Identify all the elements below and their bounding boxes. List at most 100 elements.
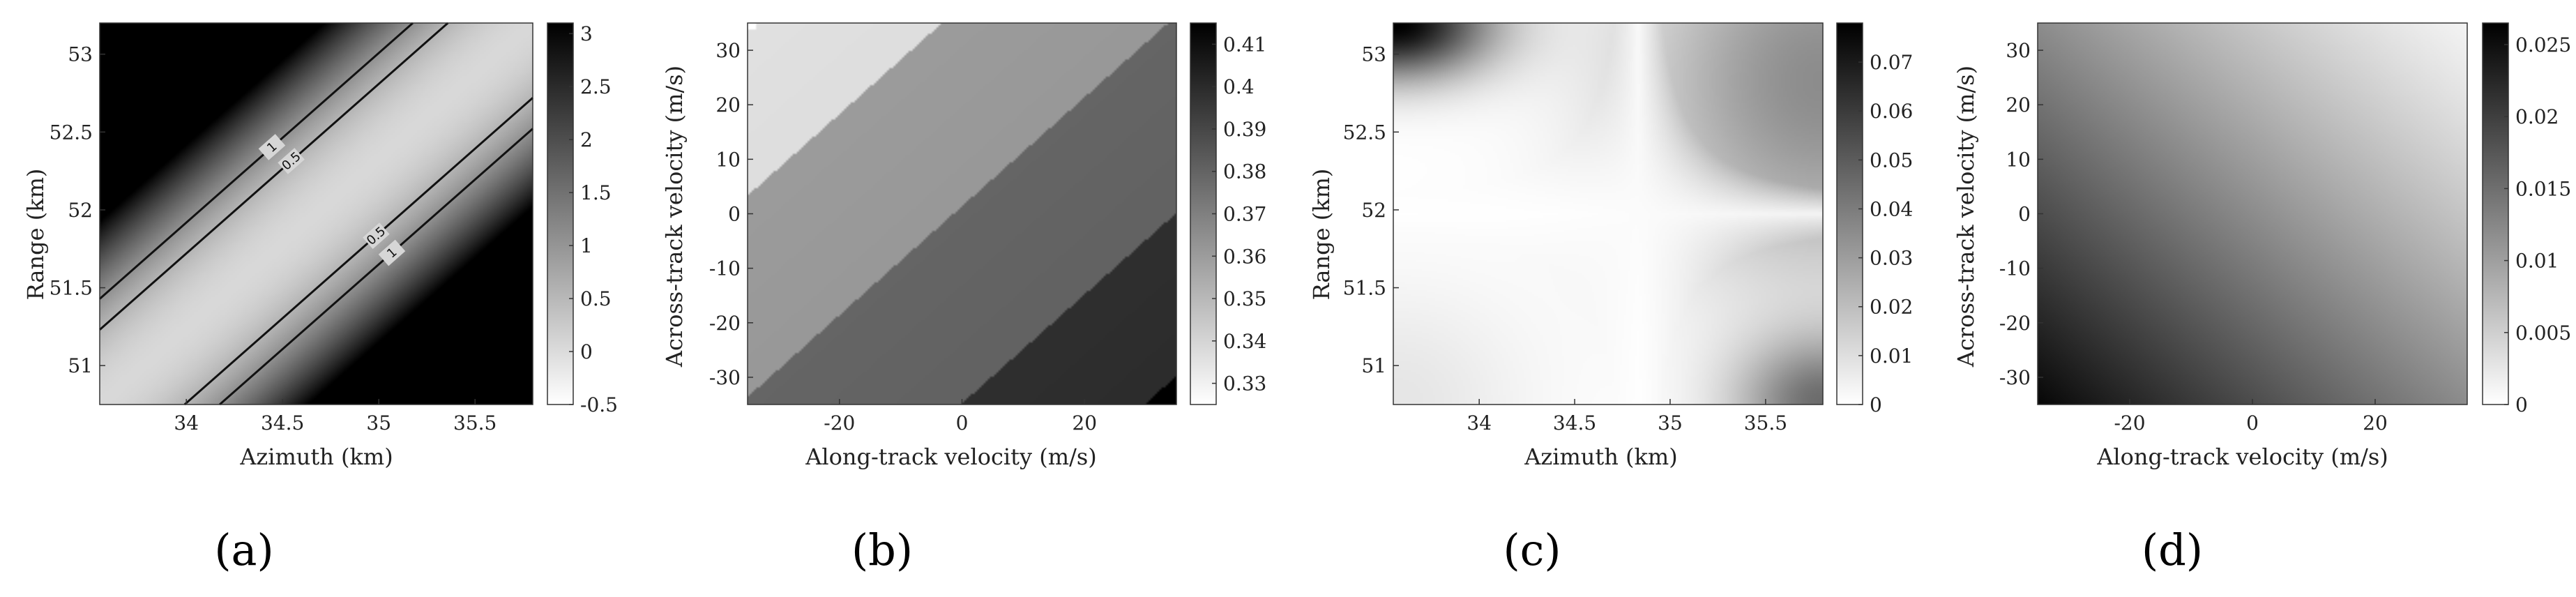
xtick-label-a: 34.5 — [261, 411, 304, 434]
axes-d: -20 0 20 -30 -20 -10 0 10 20 30 — [1999, 22, 2468, 434]
heatmap-d-image — [2038, 23, 2467, 405]
ytick-label-a: 51.5 — [50, 277, 93, 300]
contour-line — [99, 22, 449, 331]
ylabel-a: Range (km) — [22, 169, 49, 301]
ytick-label-b: 0 — [728, 203, 741, 226]
colorbar-tick-label-d: 0.015 — [2515, 177, 2571, 200]
xlabel-a: Azimuth (km) — [239, 444, 393, 470]
colorbar-tick-label-b: 0.4 — [1223, 75, 1255, 98]
colorbar-tick-label-b: 0.33 — [1223, 372, 1266, 395]
xtick-label-d: -20 — [2114, 411, 2145, 434]
colorbar-tick-label-c: 0.02 — [1870, 296, 1913, 319]
colorbar-tick-label-c: 0.06 — [1870, 100, 1913, 123]
colorbar-tick-label-b: 0.35 — [1223, 287, 1266, 310]
colorbar-tick-label-c: 0.01 — [1870, 345, 1913, 368]
heatmap-b-image — [748, 23, 1176, 405]
colorbar-tick-label-a: 3 — [580, 22, 593, 45]
ytick-label-b: -30 — [709, 366, 741, 389]
contour-label-bg — [378, 239, 406, 266]
colorbar-strip-b — [1190, 22, 1217, 405]
xtick-label-a: 35.5 — [453, 411, 497, 434]
ylabel-d: Across-track velocity (m/s) — [1953, 66, 1979, 368]
contour-line — [219, 128, 533, 406]
contour-line — [183, 97, 533, 406]
colorbar-a: -0.5 0 0.5 1 1.5 2 2.5 3 — [547, 22, 618, 416]
ytick-label-a: 53 — [68, 43, 93, 66]
ytick-label-b: -20 — [709, 312, 741, 335]
ytick-label-d: -30 — [1999, 366, 2031, 389]
xtick-label-b: -20 — [824, 411, 855, 434]
ytick-label-b: -10 — [709, 257, 741, 280]
colorbar-c: 0 0.01 0.02 0.03 0.04 0.05 0.06 0.07 — [1836, 22, 1913, 416]
ytick-label-c: 52 — [1361, 199, 1386, 222]
colorbar-tick-label-c: 0.03 — [1870, 247, 1913, 270]
colorbar-strip-a — [547, 22, 574, 405]
colorbar-tick-label-a: 1 — [580, 234, 593, 257]
ytick-label-d: -10 — [1999, 257, 2031, 280]
ytick-label-d: 20 — [2006, 93, 2031, 116]
xtick-label-d: 0 — [2246, 411, 2259, 434]
caption-b: (b) — [851, 524, 913, 575]
contour-label-bg — [278, 148, 305, 174]
ytick-label-a: 51 — [68, 354, 93, 377]
contour-line — [99, 22, 414, 300]
caption-a: (a) — [214, 524, 273, 575]
axes-c: 34 34.5 35 35.5 51 51.5 52 52.5 53 — [1343, 22, 1824, 434]
caption-c: (c) — [1503, 524, 1561, 575]
ytick-label-c: 51 — [1361, 354, 1386, 377]
colorbar-strip-c — [1836, 22, 1863, 405]
xlabel-c: Azimuth (km) — [1524, 444, 1678, 470]
contour-label-bg — [258, 134, 286, 160]
ytick-label-d: 0 — [2018, 203, 2031, 226]
xtick-label-b: 0 — [956, 411, 969, 434]
xtick-label-c: 34.5 — [1553, 411, 1596, 434]
contour-label-bg — [363, 222, 390, 249]
panel-d: -20 0 20 -30 -20 -10 0 10 20 30 0 0.005 0.01 0.015 0.… — [1953, 22, 2571, 575]
panel-c: 34 34.5 35 35.5 51 51.5 52 52.5 53 0 0.01 0.02 0.03… — [1308, 22, 1913, 575]
ylabel-b: Across-track velocity (m/s) — [661, 66, 688, 368]
xtick-label-a: 34 — [174, 411, 199, 434]
xtick-label-a: 35 — [366, 411, 391, 434]
colorbar-tick-label-b: 0.37 — [1223, 203, 1266, 226]
colorbar-tick-label-d: 0.005 — [2515, 322, 2571, 345]
colorbar-tick-label-b: 0.38 — [1223, 160, 1266, 183]
xtick-label-c: 35.5 — [1744, 411, 1787, 434]
colorbar-tick-label-d: 0 — [2515, 393, 2528, 416]
colorbar-tick-label-b: 0.34 — [1223, 330, 1266, 353]
ytick-label-b: 20 — [715, 93, 741, 116]
colorbar-strip-d — [2482, 22, 2509, 405]
plot-frame-c — [1393, 22, 1824, 405]
xtick-label-c: 35 — [1658, 411, 1683, 434]
colorbar-tick-label-a: 2.5 — [580, 75, 612, 98]
colorbar-tick-label-b: 0.41 — [1223, 33, 1266, 56]
colorbar-tick-label-c: 0.05 — [1870, 149, 1913, 172]
colorbar-tick-label-d: 0.025 — [2515, 33, 2571, 56]
colorbar-tick-label-b: 0.36 — [1223, 245, 1266, 268]
xtick-label-d: 20 — [2363, 411, 2388, 434]
axes-b: -20 0 20 -30 -20 -10 0 10 20 30 — [709, 22, 1177, 434]
ytick-label-c: 52.5 — [1343, 121, 1386, 144]
colorbar-tick-label-d: 0.01 — [2515, 250, 2559, 273]
colorbar-tick-label-a: -0.5 — [580, 393, 618, 416]
ytick-label-d: 30 — [2006, 39, 2031, 62]
ytick-label-b: 30 — [715, 39, 741, 62]
colorbar-tick-label-c: 0.04 — [1870, 197, 1913, 220]
ytick-label-b: 10 — [715, 148, 741, 171]
ytick-label-d: 10 — [2006, 148, 2031, 171]
colorbar-tick-label-b: 0.39 — [1223, 118, 1266, 141]
caption-d: (d) — [2142, 524, 2203, 575]
xlabel-b: Along-track velocity (m/s) — [805, 444, 1097, 470]
ytick-label-a: 52.5 — [50, 121, 93, 144]
ytick-label-a: 52 — [68, 199, 93, 222]
plot-frame-a — [99, 22, 533, 405]
ytick-label-d: -20 — [1999, 312, 2031, 335]
heatmap-a-image — [100, 23, 533, 405]
colorbar-b: 0.33 0.34 0.35 0.36 0.37 0.38 0.39 0.4 0.41 — [1190, 22, 1266, 405]
colorbar-tick-label-a: 2 — [580, 128, 593, 151]
heatmap-c-image — [1393, 23, 1823, 405]
xtick-label-b: 20 — [1072, 411, 1097, 434]
colorbar-tick-label-c: 0.07 — [1870, 51, 1913, 74]
